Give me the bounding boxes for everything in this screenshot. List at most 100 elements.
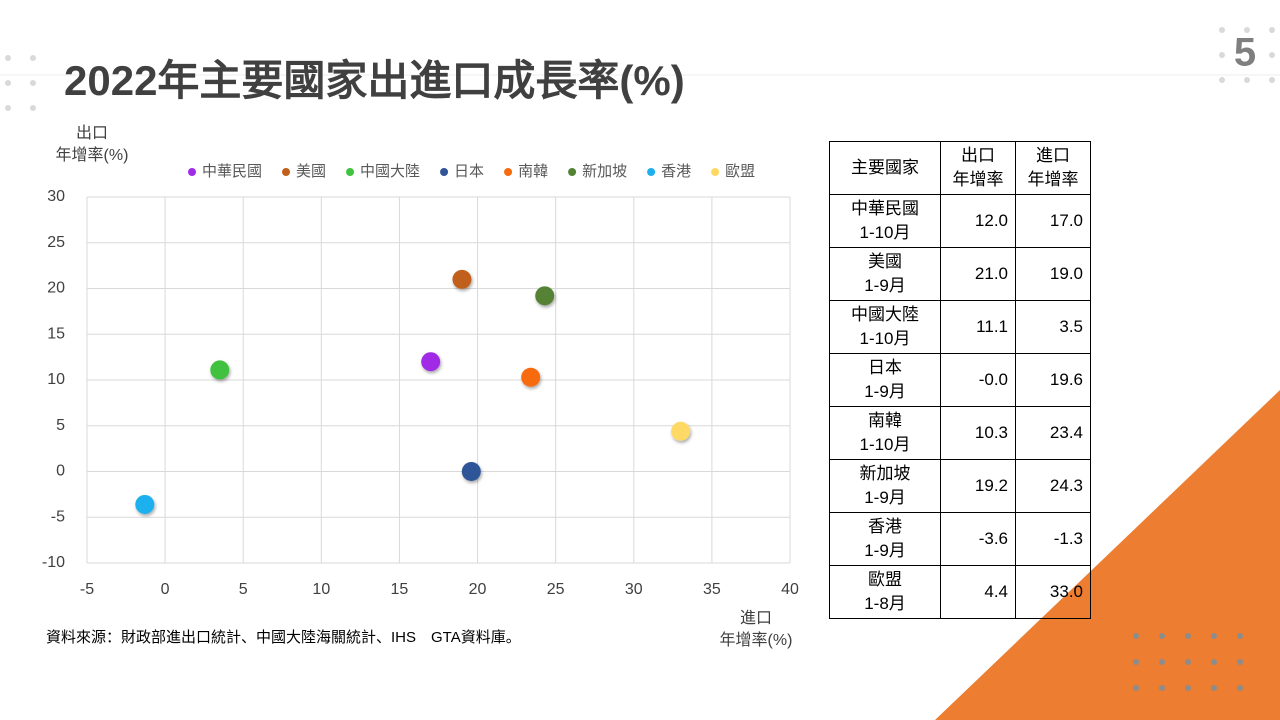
value-cell: 33.0 <box>1015 565 1091 619</box>
source-note: 資料來源：財政部進出口統計、中國大陸海關統計、IHS GTA資料庫。 <box>46 629 521 646</box>
country-cell: 日本 1-9月 <box>829 353 941 407</box>
legend-label: 日本 <box>454 163 484 180</box>
country-cell: 南韓 1-10月 <box>829 406 941 460</box>
table-row: 中華民國 1-10月 12.0 17.0 <box>829 194 1091 248</box>
cell-text: 1-9月 <box>864 276 906 295</box>
y-tick-label: 25 <box>47 234 65 251</box>
cell-text: 美國 <box>868 252 902 271</box>
cell-text: 1-10月 <box>859 329 911 348</box>
x-tick-label: 20 <box>469 581 487 598</box>
table-row: 主要國家 出口 年增率 進口 年增率 <box>829 141 1091 195</box>
x-axis-label: 進口 <box>740 609 772 627</box>
value-cell: -1.3 <box>1015 512 1091 566</box>
legend-marker <box>504 168 513 176</box>
decoration <box>935 390 1280 720</box>
cell-text: 19.2 <box>974 476 1008 495</box>
country-cell: 美國 1-9月 <box>829 247 941 301</box>
x-tick-label: 0 <box>161 581 170 598</box>
table-row: 日本 1-9月 -0.0 19.6 <box>829 353 1091 407</box>
cell-text: 香港 <box>868 517 902 536</box>
dots <box>1133 633 1243 691</box>
legend-label: 美國 <box>296 163 326 180</box>
x-tick-label: -5 <box>80 581 94 598</box>
cell-text: 年增率 <box>1027 170 1079 189</box>
cell-text: 1-10月 <box>859 223 911 242</box>
cell-text: 進口 <box>1036 146 1070 165</box>
cell-text: 33.0 <box>1049 582 1083 601</box>
value-cell: 10.3 <box>940 406 1016 460</box>
value-cell: 24.3 <box>1015 459 1091 513</box>
table-row: 美國 1-9月 21.0 19.0 <box>829 247 1091 301</box>
legend-label: 南韓 <box>518 163 548 180</box>
point <box>135 494 155 514</box>
value-cell: 23.4 <box>1015 406 1091 460</box>
legend-label: 新加坡 <box>582 163 627 180</box>
y-tick-label: 15 <box>47 325 65 342</box>
legend-marker <box>282 168 291 176</box>
x-tick-label: 35 <box>703 581 721 598</box>
header-cell: 主要國家 <box>829 141 941 195</box>
point <box>452 269 472 289</box>
cell-text: -1.3 <box>1053 529 1083 548</box>
country-cell: 歐盟 1-8月 <box>829 565 941 619</box>
cell-text: 南韓 <box>868 411 902 430</box>
value-cell: -3.6 <box>940 512 1016 566</box>
legend-label: 歐盟 <box>725 163 755 180</box>
cell-text: 1-9月 <box>864 488 906 507</box>
x-axis-label: 年增率(%) <box>720 631 793 649</box>
cell-text: 主要國家 <box>851 158 919 177</box>
cell-text: 10.3 <box>974 423 1008 442</box>
legend-label: 中國大陸 <box>360 163 420 180</box>
data-table: 主要國家 出口 年增率 進口 年增率 中華民國 1-10月 12.0 17.0 美國 1-9月 21.… <box>829 141 1091 619</box>
point <box>421 352 441 372</box>
y-tick-label: 20 <box>47 280 65 297</box>
cell-text: 1-9月 <box>864 382 906 401</box>
legend-label: 中華民國 <box>202 163 262 180</box>
y-axis-label: 年增率(%) <box>56 146 129 164</box>
value-cell: 11.1 <box>940 300 1016 354</box>
x-tick-label: 15 <box>391 581 409 598</box>
cell-text: -3.6 <box>978 529 1008 548</box>
x-tick-label: 25 <box>547 581 565 598</box>
x-tick-label: 40 <box>781 581 799 598</box>
slide-title: 2022年主要國家出進口成長率(%) <box>64 57 685 104</box>
y-tick-label: -10 <box>42 554 65 571</box>
y-tick-label: 0 <box>56 463 65 480</box>
cell-text: 中華民國 <box>851 199 919 218</box>
slide-number: 5 <box>1234 31 1256 75</box>
cell-text: 出口 <box>961 146 995 165</box>
value-cell: 17.0 <box>1015 194 1091 248</box>
table-row: 香港 1-9月 -3.6 -1.3 <box>829 512 1091 566</box>
legend-marker <box>188 168 196 176</box>
cell-text: 中國大陸 <box>851 305 919 324</box>
country-cell: 新加坡 1-9月 <box>829 459 941 513</box>
value-cell: 21.0 <box>940 247 1016 301</box>
legend-marker <box>647 168 656 176</box>
cell-text: 日本 <box>868 358 902 377</box>
table-row: 歐盟 1-8月 4.4 33.0 <box>829 565 1091 619</box>
cell-text: 11.1 <box>976 317 1008 336</box>
x-tick-label: 10 <box>312 581 330 598</box>
legend-label: 香港 <box>661 163 691 180</box>
point <box>521 367 541 387</box>
cell-text: 1-9月 <box>864 541 906 560</box>
y-axis-label: 出口 <box>76 124 108 142</box>
cell-text: 歐盟 <box>868 570 902 589</box>
cell-text: 23.4 <box>1049 423 1083 442</box>
value-cell: 19.0 <box>1015 247 1091 301</box>
cell-text: 4.4 <box>984 582 1008 601</box>
value-cell: 12.0 <box>940 194 1016 248</box>
cell-text: 1-10月 <box>859 435 911 454</box>
cell-text: 21.0 <box>974 264 1008 283</box>
y-tick-label: 10 <box>47 371 65 388</box>
cell-text: 19.0 <box>1049 264 1083 283</box>
value-cell: 4.4 <box>940 565 1016 619</box>
legend-marker <box>346 168 355 176</box>
value-cell: 19.6 <box>1015 353 1091 407</box>
country-cell: 中國大陸 1-10月 <box>829 300 941 354</box>
cell-text: 新加坡 <box>859 464 911 483</box>
point <box>210 360 230 380</box>
table-row: 新加坡 1-9月 19.2 24.3 <box>829 459 1091 513</box>
